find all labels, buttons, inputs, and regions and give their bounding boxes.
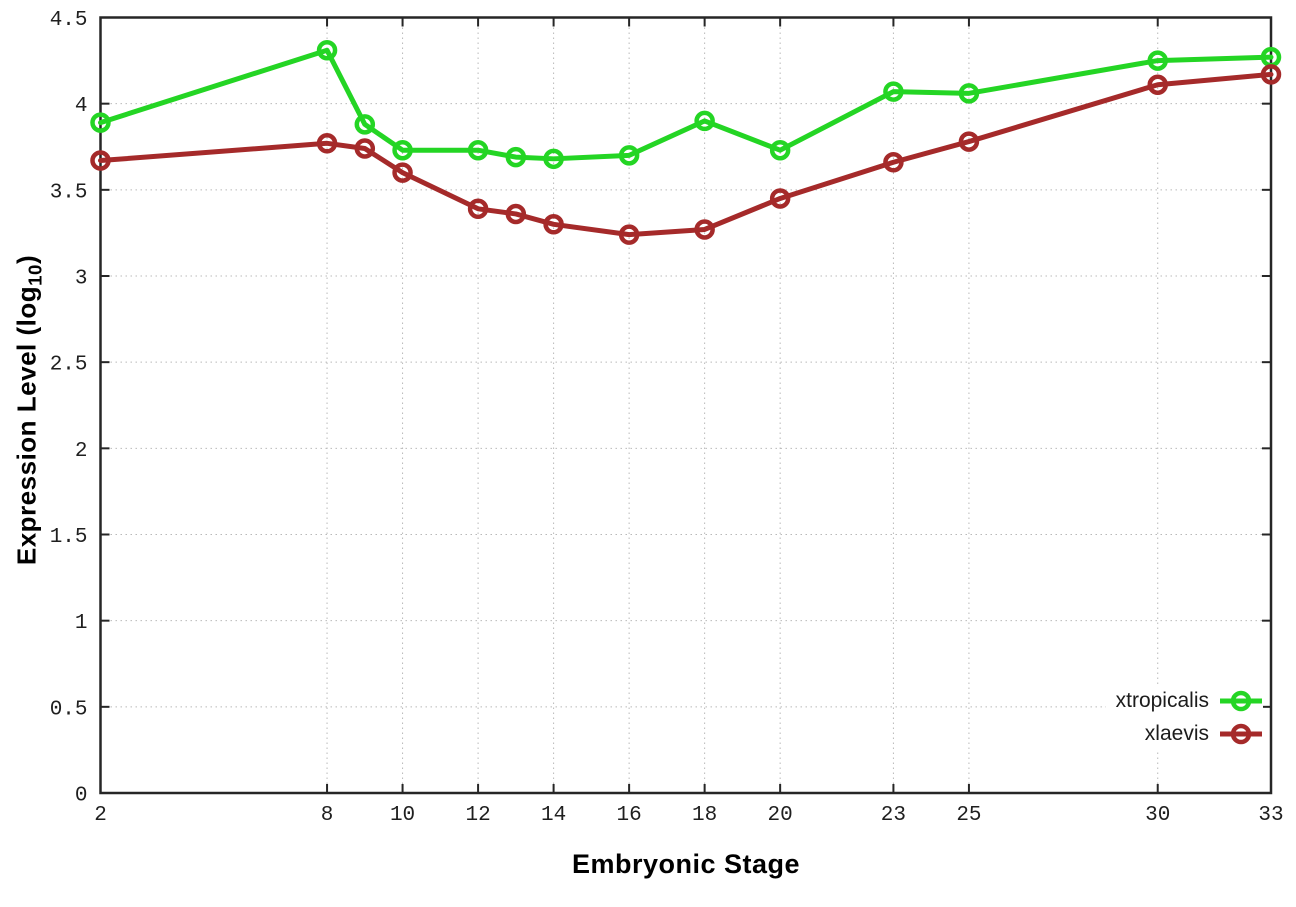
x-tick-label: 20: [768, 804, 793, 827]
y-tick-label: 4.5: [50, 9, 88, 32]
data-point-xtropicalis: [90, 112, 111, 133]
y-tick-label: 1: [75, 612, 88, 635]
y-tick-label: 0: [75, 785, 88, 808]
y-axis-title-suffix: ): [11, 254, 42, 265]
data-point-xtropicalis: [316, 39, 338, 61]
x-tick-label: 16: [617, 804, 642, 827]
legend-item-xlaevis: xlaevis: [1145, 721, 1263, 747]
data-point-xtropicalis: [958, 83, 980, 104]
legend-label-xlaevis: xlaevis: [1144, 722, 1209, 745]
y-tick-label: 4: [75, 95, 88, 118]
data-point-xlaevis: [316, 133, 338, 154]
x-tick-label: 30: [1145, 804, 1170, 827]
data-point-xlaevis: [1260, 64, 1282, 85]
x-tick-label: 25: [956, 804, 981, 827]
data-point-xlaevis: [354, 138, 376, 159]
data-point-xtropicalis: [543, 148, 564, 170]
data-point-xtropicalis: [354, 114, 376, 135]
legend: xtropicalis xlaevis: [1105, 686, 1263, 749]
x-tick-label: 12: [465, 804, 490, 827]
x-tick-label: 33: [1258, 804, 1283, 827]
y-tick-label: 0.5: [50, 698, 88, 721]
y-axis-title-text: Expression Level (log: [11, 285, 42, 566]
data-point-xtropicalis: [769, 139, 791, 161]
data-point-xlaevis: [1147, 74, 1168, 95]
y-tick-label: 3.5: [50, 181, 88, 204]
x-axis-title: Embryonic Stage: [571, 849, 801, 879]
data-point-xlaevis: [543, 214, 564, 235]
legend-sample-xlaevis: [1220, 723, 1262, 745]
data-point-xtropicalis: [883, 81, 904, 102]
x-tick-label: 2: [94, 804, 107, 827]
data-point-xlaevis: [467, 198, 489, 220]
data-point-xtropicalis: [618, 145, 640, 166]
y-tick-label: 2.5: [50, 354, 88, 377]
x-tick-label: 10: [390, 804, 415, 827]
series-line-xlaevis: [98, 71, 1274, 238]
y-tick-label: 1.5: [50, 526, 88, 549]
data-point-xlaevis: [618, 224, 640, 245]
data-point-xlaevis: [958, 131, 980, 152]
legend-item-xtropicalis: xtropicalis: [1116, 688, 1263, 714]
legend-label-xtropicalis: xtropicalis: [1115, 689, 1209, 712]
data-point-xlaevis: [769, 188, 791, 209]
data-point-xlaevis: [392, 162, 413, 183]
y-tick-label: 3: [75, 268, 88, 291]
x-tick-label: 14: [541, 804, 566, 827]
y-tick-label: 2: [75, 440, 88, 463]
data-point-xtropicalis: [694, 110, 715, 132]
data-point-xlaevis: [90, 150, 111, 171]
data-point-xtropicalis: [1147, 50, 1168, 71]
legend-marker-xtropicalis: [1230, 690, 1252, 712]
data-point-xtropicalis: [392, 139, 413, 161]
x-tick-label: 18: [692, 804, 717, 827]
legend-sample-xtropicalis: [1220, 690, 1262, 712]
data-point-xtropicalis: [505, 146, 527, 168]
data-point-xlaevis: [694, 219, 715, 240]
data-point-xtropicalis: [467, 139, 489, 161]
y-axis-title: Expression Level (log10): [11, 254, 46, 566]
plot-border: [99, 16, 1273, 795]
y-axis-title-subscript: 10: [24, 264, 46, 286]
x-tick-label: 23: [881, 804, 906, 827]
data-point-xlaevis: [883, 152, 904, 173]
legend-marker-xlaevis: [1230, 723, 1252, 745]
x-tick-label: 8: [321, 804, 334, 827]
data-point-xlaevis: [505, 203, 527, 225]
